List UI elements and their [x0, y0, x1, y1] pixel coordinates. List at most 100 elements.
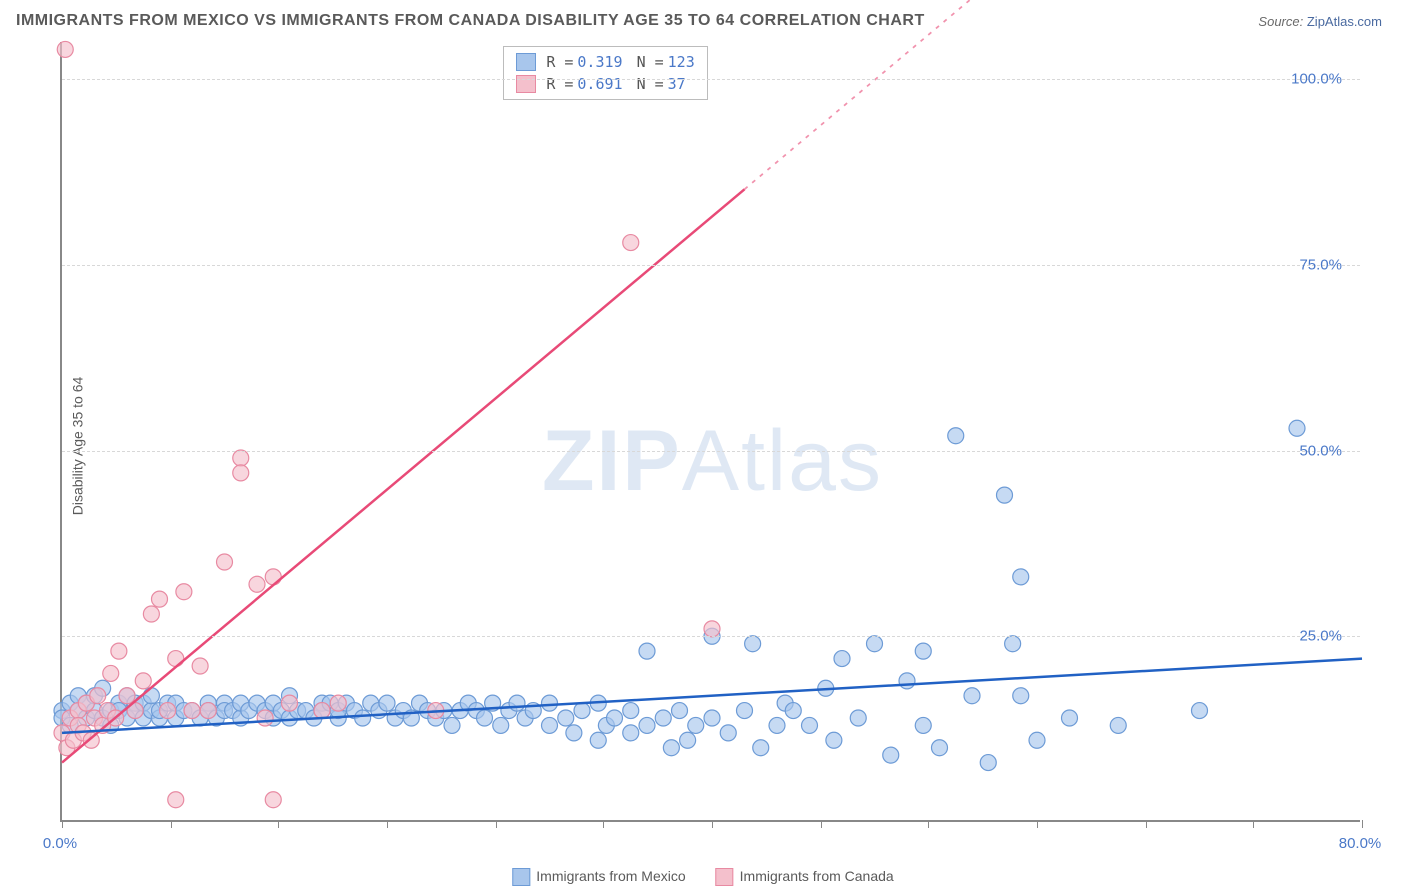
xtick: [603, 820, 604, 828]
mexico-point: [590, 732, 606, 748]
mexico-point: [355, 710, 371, 726]
mexico-point: [1013, 688, 1029, 704]
xtick: [387, 820, 388, 828]
mexico-point: [997, 487, 1013, 503]
mexico-point: [566, 725, 582, 741]
mexico-point: [623, 703, 639, 719]
canada-point: [160, 703, 176, 719]
legend-swatch: [512, 868, 530, 886]
mexico-point: [737, 703, 753, 719]
xtick: [1253, 820, 1254, 828]
mexico-point: [672, 703, 688, 719]
mexico-point: [932, 740, 948, 756]
mexico-point: [785, 703, 801, 719]
mexico-point: [899, 673, 915, 689]
xtick: [1146, 820, 1147, 828]
mexico-point: [745, 636, 761, 652]
mexico-point: [680, 732, 696, 748]
ytick-label: 100.0%: [1291, 71, 1342, 88]
canada-point: [192, 658, 208, 674]
canada-point: [143, 606, 159, 622]
mexico-point: [379, 695, 395, 711]
chart-title: IMMIGRANTS FROM MEXICO VS IMMIGRANTS FRO…: [16, 12, 925, 30]
canada-point: [217, 554, 233, 570]
canada-point: [257, 710, 273, 726]
xtick: [928, 820, 929, 828]
mexico-point: [663, 740, 679, 756]
xtick-label: 0.0%: [43, 835, 77, 852]
legend-n-value: 123: [668, 51, 695, 73]
canada-point: [90, 688, 106, 704]
mexico-point: [574, 703, 590, 719]
mexico-point: [607, 710, 623, 726]
mexico-point: [915, 717, 931, 733]
mexico-point: [542, 717, 558, 733]
canada-point: [168, 651, 184, 667]
mexico-point: [704, 710, 720, 726]
canada-point: [184, 703, 200, 719]
mexico-point: [1062, 710, 1078, 726]
mexico-point: [915, 643, 931, 659]
canada-point: [103, 665, 119, 681]
canada-point: [233, 465, 249, 481]
mexico-point: [948, 428, 964, 444]
legend-swatch: [716, 868, 734, 886]
canada-point: [623, 235, 639, 251]
mexico-point: [834, 651, 850, 667]
mexico-point: [867, 636, 883, 652]
mexico-point: [964, 688, 980, 704]
legend-stats-row: R =0.691N = 37: [516, 73, 694, 95]
xtick-label: 80.0%: [1339, 835, 1382, 852]
canada-point: [330, 695, 346, 711]
mexico-point: [639, 643, 655, 659]
mexico-point: [1013, 569, 1029, 585]
mexico-point: [493, 717, 509, 733]
legend-r-value: 0.691: [577, 73, 622, 95]
mexico-point: [444, 717, 460, 733]
mexico-point: [623, 725, 639, 741]
mexico-point: [1005, 636, 1021, 652]
mexico-point: [477, 710, 493, 726]
canada-point: [265, 569, 281, 585]
mexico-point: [980, 755, 996, 771]
mexico-point: [1192, 703, 1208, 719]
legend-stats: R =0.319N =123R =0.691N = 37: [503, 46, 707, 100]
legend-r-value: 0.319: [577, 51, 622, 73]
canada-point: [249, 576, 265, 592]
source-attrib: Source: ZipAtlas.com: [1258, 14, 1382, 29]
legend-bottom: Immigrants from Mexico Immigrants from Ca…: [512, 868, 893, 886]
legend-n-label: N =: [637, 73, 664, 95]
gridline: [62, 79, 1360, 80]
mexico-point: [850, 710, 866, 726]
mexico-point: [753, 740, 769, 756]
legend-r-label: R =: [546, 51, 573, 73]
canada-point: [135, 673, 151, 689]
legend-stats-row: R =0.319N =123: [516, 51, 694, 73]
ytick-label: 50.0%: [1299, 442, 1342, 459]
xtick: [1037, 820, 1038, 828]
plot-area: ZIPAtlas R =0.319N =123R =0.691N = 37 25…: [60, 42, 1360, 822]
source-label: Source:: [1258, 14, 1303, 29]
legend-swatch: [516, 75, 536, 93]
xtick: [1362, 820, 1363, 828]
canada-point: [282, 695, 298, 711]
canada-point: [57, 41, 73, 57]
canada-point: [152, 591, 168, 607]
canada-point: [168, 792, 184, 808]
mexico-point: [769, 717, 785, 733]
xtick: [821, 820, 822, 828]
xtick: [712, 820, 713, 828]
legend-item-canada: Immigrants from Canada: [716, 868, 894, 886]
legend-label: Immigrants from Canada: [740, 868, 894, 884]
mexico-point: [558, 710, 574, 726]
mexico-point: [509, 695, 525, 711]
xtick: [171, 820, 172, 828]
mexico-point: [688, 717, 704, 733]
mexico-point: [655, 710, 671, 726]
canada-point: [314, 703, 330, 719]
source-link[interactable]: ZipAtlas.com: [1307, 14, 1382, 29]
legend-item-mexico: Immigrants from Mexico: [512, 868, 685, 886]
mexico-point: [883, 747, 899, 763]
canada-point: [233, 450, 249, 466]
legend-r-label: R =: [546, 73, 573, 95]
